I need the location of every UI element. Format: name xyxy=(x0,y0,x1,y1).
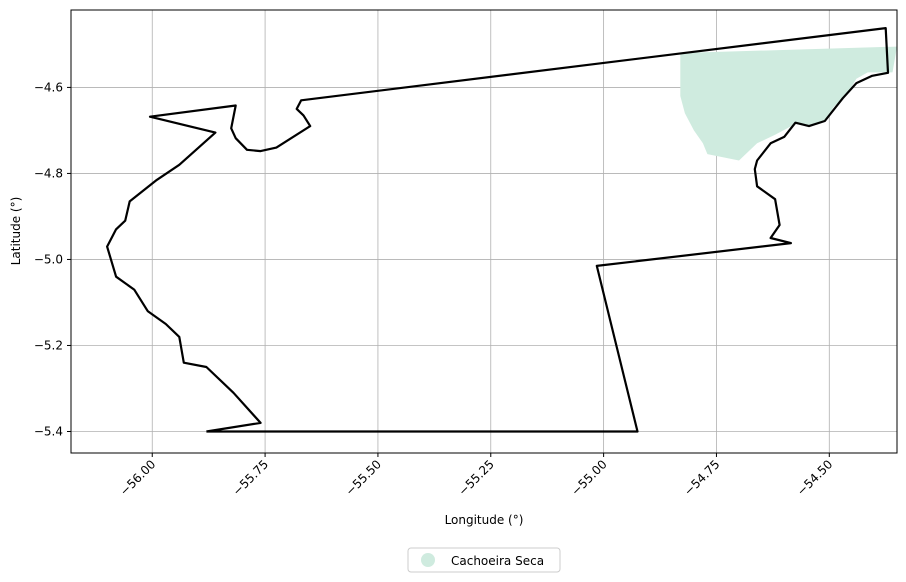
y-tick-label: −4.8 xyxy=(34,166,63,180)
y-axis-ticks: −4.6 −4.8 −5.0 −5.2 −5.4 xyxy=(34,80,71,438)
x-axis-label: Longitude (°) xyxy=(445,513,524,527)
plot-frame xyxy=(70,9,898,454)
y-tick-label: −5.2 xyxy=(34,338,63,352)
boundary-outline xyxy=(106,27,890,433)
y-tick-label: −5.0 xyxy=(34,252,63,266)
legend-marker xyxy=(421,553,435,567)
y-tick-label: −5.4 xyxy=(34,424,63,438)
y-axis-label: Latitude (°) xyxy=(9,197,23,266)
y-tick-label: −4.6 xyxy=(34,80,63,94)
legend: Cachoeira Seca xyxy=(407,547,561,573)
map-layer xyxy=(106,27,897,433)
legend-label: Cachoeira Seca xyxy=(451,554,544,568)
grid-lines xyxy=(71,10,897,453)
cachoeira-seca-area xyxy=(680,46,897,161)
legend-box xyxy=(407,547,561,573)
